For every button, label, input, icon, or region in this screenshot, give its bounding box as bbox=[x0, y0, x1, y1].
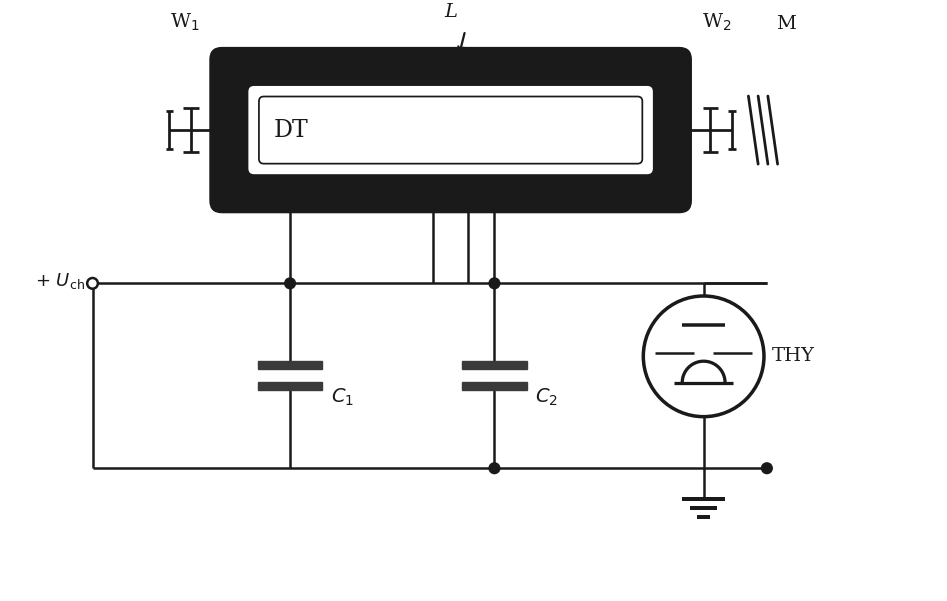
Bar bbox=[462, 361, 527, 370]
Text: L: L bbox=[444, 2, 457, 20]
FancyBboxPatch shape bbox=[259, 97, 642, 163]
Text: W$_1$: W$_1$ bbox=[170, 12, 200, 33]
Text: DT: DT bbox=[274, 118, 309, 142]
Circle shape bbox=[489, 463, 500, 474]
Bar bbox=[258, 382, 322, 391]
Bar bbox=[462, 382, 527, 391]
Bar bbox=[258, 361, 322, 370]
Circle shape bbox=[489, 278, 500, 288]
Text: $C_2$: $C_2$ bbox=[535, 386, 558, 408]
Text: $C_1$: $C_1$ bbox=[331, 386, 354, 408]
FancyBboxPatch shape bbox=[247, 85, 654, 175]
Text: $+\ U_{\mathrm{ch}}$: $+\ U_{\mathrm{ch}}$ bbox=[35, 272, 84, 291]
Text: M: M bbox=[777, 15, 796, 33]
Circle shape bbox=[285, 278, 295, 288]
Circle shape bbox=[87, 278, 98, 288]
Circle shape bbox=[643, 296, 764, 416]
Text: THY: THY bbox=[772, 347, 814, 365]
FancyBboxPatch shape bbox=[209, 47, 692, 213]
Circle shape bbox=[761, 463, 772, 474]
Text: W$_2$: W$_2$ bbox=[702, 12, 731, 33]
